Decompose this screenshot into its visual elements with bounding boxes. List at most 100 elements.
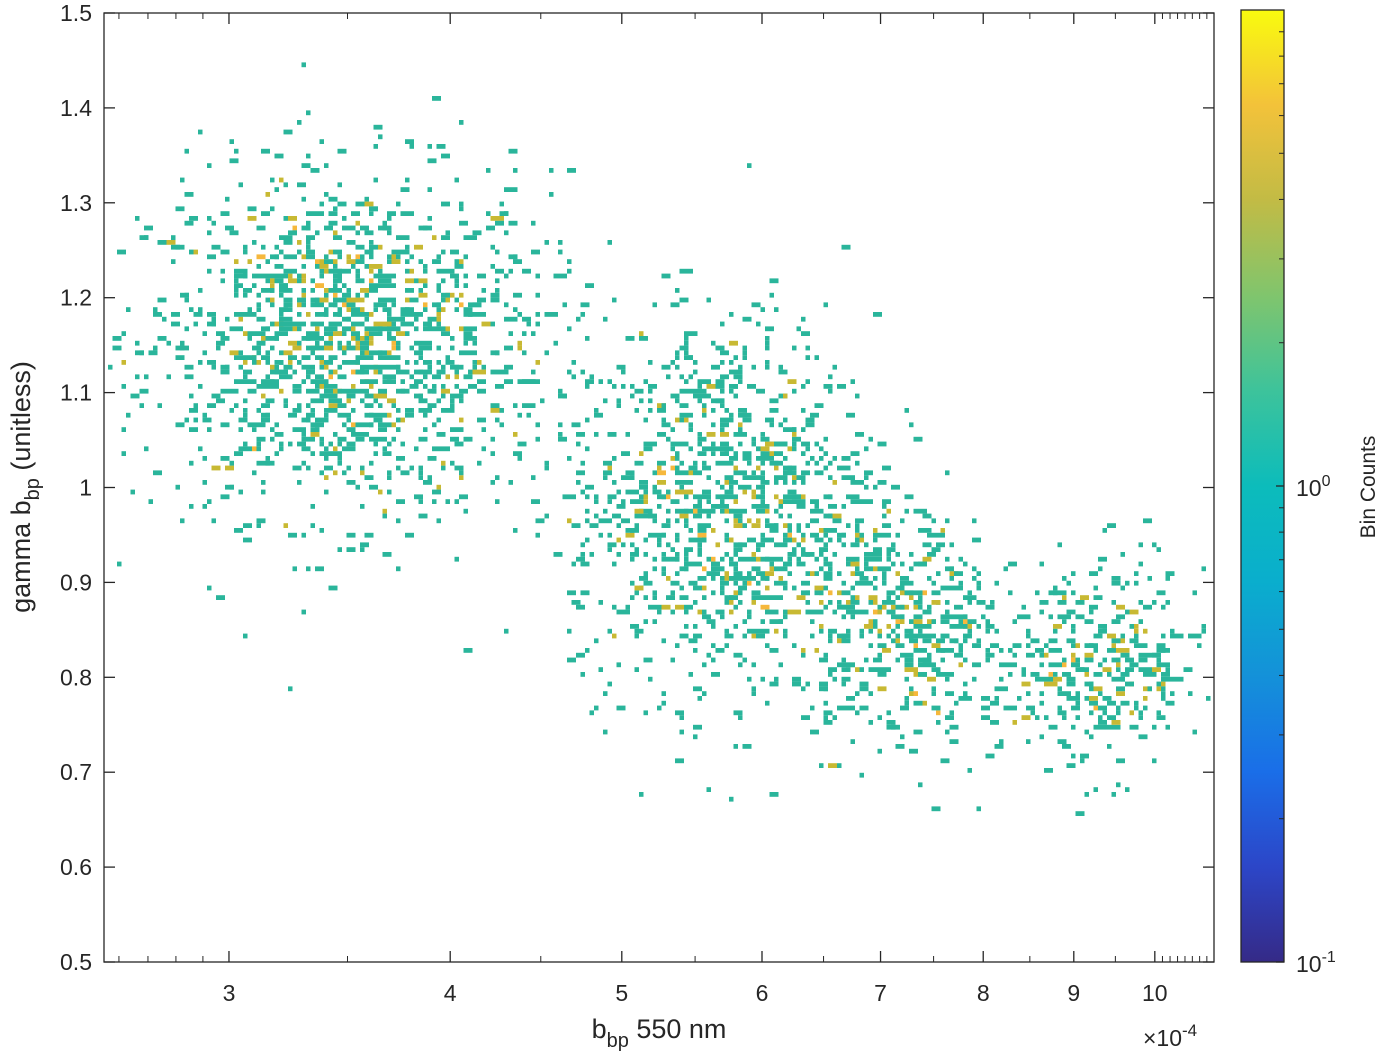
histogram-bin: [211, 364, 216, 370]
histogram-bin: [733, 604, 738, 610]
histogram-bin: [603, 316, 608, 322]
histogram-bin: [265, 211, 270, 216]
histogram-bin: [598, 379, 603, 384]
histogram-bin: [657, 537, 662, 543]
histogram-bin: [436, 432, 446, 437]
histogram-bin: [711, 528, 716, 533]
histogram-bin: [1201, 624, 1206, 629]
histogram-bin: [337, 364, 342, 370]
histogram-bin: [936, 571, 941, 576]
histogram-bin: [859, 705, 869, 711]
histogram-bin: [706, 432, 716, 437]
histogram-bin: [360, 321, 365, 327]
histogram-bin: [121, 427, 126, 432]
histogram-bin: [328, 268, 333, 274]
histogram-bin: [621, 499, 626, 504]
histogram-bin: [643, 580, 653, 586]
histogram-bin: [895, 585, 905, 591]
histogram-bin: [877, 686, 887, 692]
histogram-bin: [643, 508, 648, 514]
histogram-bin: [441, 153, 450, 159]
histogram-bin: [814, 556, 819, 562]
histogram-bin: [1098, 705, 1107, 711]
histogram-bin: [148, 350, 158, 356]
histogram-bin: [445, 360, 450, 365]
histogram-bin: [202, 456, 207, 461]
histogram-bin: [715, 566, 725, 572]
histogram-bin: [936, 542, 945, 548]
histogram-bin: [810, 609, 815, 615]
histogram-bin: [346, 288, 351, 293]
histogram-bin: [711, 408, 716, 413]
histogram-bin: [445, 374, 450, 380]
histogram-bin: [288, 374, 293, 380]
histogram-bin: [513, 187, 518, 192]
histogram-bin: [369, 254, 374, 260]
histogram-bin: [135, 340, 140, 346]
histogram-bin: [265, 278, 270, 284]
histogram-bin: [396, 331, 405, 336]
histogram-bin: [688, 638, 698, 644]
histogram-bin: [801, 494, 806, 500]
histogram-bin: [1071, 676, 1076, 682]
histogram-bin: [958, 556, 963, 562]
histogram-bin: [261, 384, 270, 389]
histogram-bin: [895, 614, 905, 620]
histogram-bin: [571, 374, 576, 380]
histogram-bin: [504, 273, 509, 279]
histogram-bin: [373, 417, 383, 423]
histogram-bin: [882, 604, 887, 610]
histogram-bin: [801, 331, 810, 336]
histogram-bin: [963, 619, 968, 624]
histogram-bin: [670, 590, 675, 596]
histogram-bin: [864, 561, 869, 567]
histogram-bin: [337, 321, 342, 327]
histogram-bin: [621, 475, 626, 480]
histogram-bin: [985, 657, 990, 663]
histogram-bin: [846, 705, 855, 711]
histogram-bin: [333, 312, 342, 317]
histogram-bin: [792, 681, 797, 687]
histogram-bin: [967, 600, 972, 605]
histogram-bin: [648, 384, 657, 389]
histogram-bin: [180, 340, 185, 346]
histogram-bin: [900, 643, 905, 648]
histogram-bin: [364, 312, 369, 317]
histogram-bin: [576, 432, 585, 437]
histogram-bin: [693, 369, 698, 375]
histogram-bin: [720, 484, 725, 490]
histogram-bin: [270, 460, 275, 466]
histogram-bin: [1039, 561, 1044, 567]
histogram-bin: [324, 225, 333, 231]
histogram-bin: [823, 571, 833, 576]
histogram-bin: [1075, 614, 1085, 620]
histogram-bin: [738, 427, 743, 432]
histogram-bin: [288, 273, 293, 279]
histogram-bin: [423, 480, 428, 485]
histogram-bin: [922, 633, 927, 639]
histogram-bin: [373, 307, 378, 312]
histogram-bin: [612, 561, 617, 567]
histogram-bin: [418, 436, 428, 442]
histogram-bin: [486, 211, 491, 216]
histogram-bin: [108, 364, 113, 370]
histogram-bin: [828, 600, 833, 605]
histogram-bin: [1066, 609, 1076, 615]
histogram-bin: [769, 566, 774, 572]
histogram-bin: [652, 518, 657, 524]
histogram-bin: [387, 331, 392, 336]
histogram-bin: [675, 556, 680, 562]
histogram-bin: [288, 321, 297, 327]
histogram-bin: [319, 384, 324, 389]
histogram-bin: [801, 652, 806, 658]
histogram-bin: [828, 633, 833, 639]
histogram-bin: [886, 508, 891, 514]
histogram-bin: [472, 364, 477, 370]
histogram-bin: [409, 465, 414, 471]
histogram-bin: [301, 355, 311, 360]
histogram-bin: [1192, 729, 1197, 735]
histogram-bin: [801, 499, 806, 504]
histogram-bin: [738, 600, 743, 605]
histogram-bin: [166, 374, 171, 380]
histogram-bin: [373, 441, 378, 447]
